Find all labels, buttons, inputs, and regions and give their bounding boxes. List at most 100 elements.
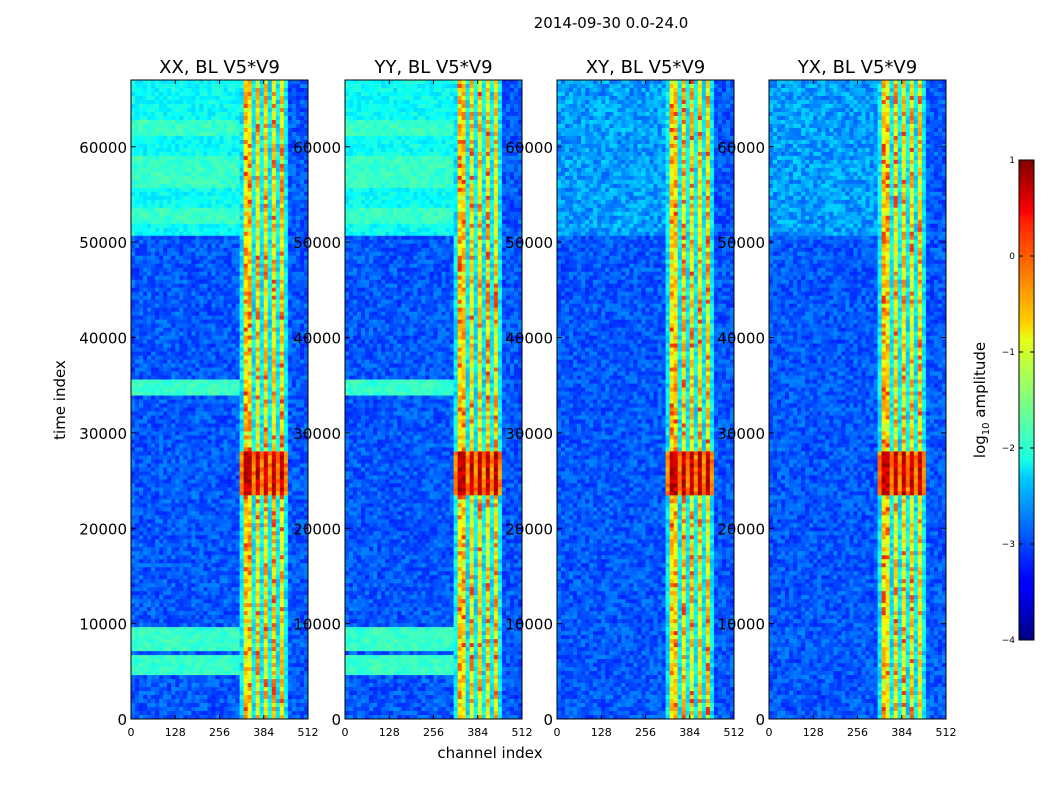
heatmap-cell <box>268 96 272 100</box>
heatmap-cell <box>187 120 191 124</box>
heatmap-cell <box>155 152 159 156</box>
heatmap-cell <box>179 200 183 204</box>
heatmap-cell <box>143 160 147 164</box>
heatmap-cell <box>276 84 280 88</box>
heatmap-cell <box>268 140 272 144</box>
heatmap-cell <box>236 104 240 108</box>
heatmap-cell <box>292 80 296 84</box>
heatmap-cell <box>284 192 288 196</box>
heatmap-cell <box>248 80 252 84</box>
heatmap-cell <box>228 156 232 160</box>
heatmap-cell <box>203 216 207 220</box>
heatmap-cell <box>236 112 240 116</box>
heatmap-cell <box>167 156 171 160</box>
heatmap-cell <box>236 108 240 112</box>
heatmap-cell <box>228 176 232 180</box>
heatmap-cell <box>203 92 207 96</box>
heatmap-cell <box>159 84 163 88</box>
heatmap-cell <box>199 152 203 156</box>
heatmap-cell <box>131 144 135 148</box>
heatmap-cell <box>276 184 280 188</box>
heatmap-cell <box>147 204 151 208</box>
heatmap-cell <box>167 84 171 88</box>
heatmap-cell <box>244 108 248 112</box>
heatmap-cell <box>268 148 272 152</box>
heatmap-cell <box>187 128 191 132</box>
heatmap-cell <box>244 192 248 196</box>
heatmap-cell <box>252 164 256 168</box>
heatmap-cell <box>228 212 232 216</box>
heatmap-cell <box>244 188 248 192</box>
heatmap-cell <box>268 172 272 176</box>
heatmap-cell <box>244 124 248 128</box>
heatmap-cell <box>163 140 167 144</box>
heatmap-cell <box>252 108 256 112</box>
heatmap-cell <box>252 132 256 136</box>
heatmap-cell <box>151 188 155 192</box>
heatmap-cell <box>147 172 151 176</box>
heatmap-cell <box>207 196 211 200</box>
heatmap-cell <box>228 116 232 120</box>
heatmap-cell <box>244 200 248 204</box>
heatmap-cell <box>296 100 300 104</box>
heatmap-cell <box>191 196 195 200</box>
heatmap-cell <box>143 156 147 160</box>
heatmap-cell <box>179 164 183 168</box>
heatmap-cell <box>256 96 260 100</box>
heatmap-cell <box>244 88 248 92</box>
heatmap-cell <box>240 96 244 100</box>
heatmap-cell <box>288 88 292 92</box>
heatmap-cell <box>163 100 167 104</box>
heatmap-cell <box>147 92 151 96</box>
heatmap-cell <box>147 84 151 88</box>
heatmap-cell <box>284 212 288 216</box>
heatmap-cell <box>268 124 272 128</box>
heatmap-cell <box>163 136 167 140</box>
heatmap-cell <box>272 88 276 92</box>
heatmap-cell <box>244 168 248 172</box>
heatmap-cell <box>252 128 256 132</box>
heatmap-cell <box>232 184 236 188</box>
heatmap-cell <box>167 132 171 136</box>
heatmap-cell <box>179 148 183 152</box>
heatmap-cell <box>175 144 179 148</box>
heatmap-cell <box>207 208 211 212</box>
heatmap-cell <box>183 116 187 120</box>
heatmap-cell <box>203 184 207 188</box>
heatmap-cell <box>252 216 256 220</box>
heatmap-cell <box>260 164 264 168</box>
heatmap-cell <box>135 124 139 128</box>
heatmap-cell <box>300 128 304 132</box>
heatmap-cell <box>191 172 195 176</box>
heatmap-cell <box>135 212 139 216</box>
heatmap-cell <box>143 188 147 192</box>
heatmap-cell <box>215 104 219 108</box>
heatmap-cell <box>260 116 264 120</box>
heatmap-cell <box>232 116 236 120</box>
heatmap-cell <box>199 184 203 188</box>
heatmap-cell <box>220 80 224 84</box>
heatmap-cell <box>131 176 135 180</box>
heatmap-cell <box>240 184 244 188</box>
heatmap-cell <box>224 116 228 120</box>
heatmap-cell <box>175 180 179 184</box>
heatmap-cell <box>232 212 236 216</box>
heatmap-cell <box>284 140 288 144</box>
heatmap-cell <box>215 216 219 220</box>
heatmap-cell <box>256 160 260 164</box>
heatmap-cell <box>171 116 175 120</box>
heatmap-cell <box>155 196 159 200</box>
heatmap-cell <box>203 204 207 208</box>
heatmap-cell <box>280 104 284 108</box>
heatmap-cell <box>224 160 228 164</box>
figure: 2014-09-30 0.0-24.0 XX, BL V5*V90 128 256 3… <box>0 0 1050 800</box>
heatmap-cell <box>151 196 155 200</box>
heatmap-cell <box>191 156 195 160</box>
heatmap-cell <box>215 132 219 136</box>
heatmap-cell <box>280 124 284 128</box>
heatmap-cell <box>288 196 292 200</box>
heatmap-cell <box>167 120 171 124</box>
heatmap-cell <box>264 164 268 168</box>
heatmap-cell <box>135 108 139 112</box>
heatmap-cell <box>256 200 260 204</box>
